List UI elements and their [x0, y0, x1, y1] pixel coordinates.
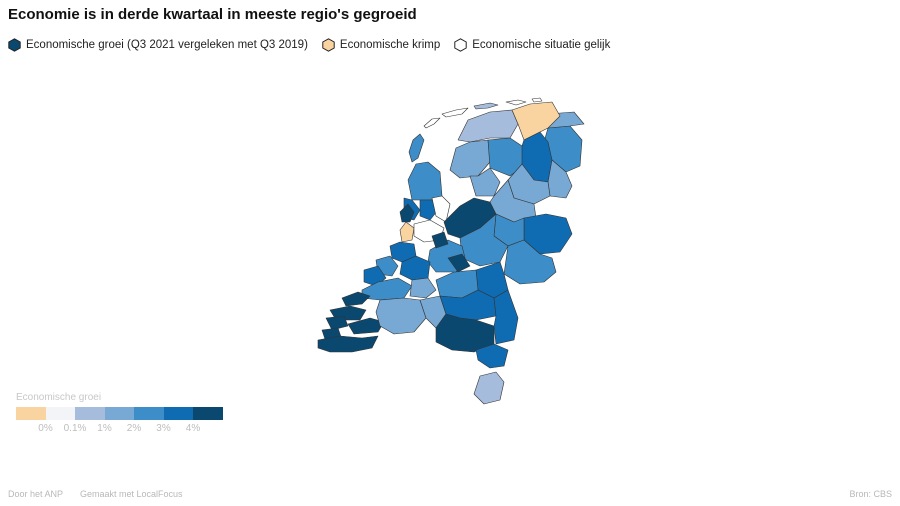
scale-bar	[16, 407, 223, 420]
scale-swatch-2	[134, 407, 164, 420]
region-noord-friesland[interactable]	[457, 109, 519, 143]
region-goeree[interactable]	[341, 291, 371, 307]
scale-swatch-0-1	[75, 407, 105, 420]
hexagon-icon	[322, 38, 335, 52]
region-noord-limburg[interactable]	[493, 289, 519, 345]
region-almere-area[interactable]	[431, 231, 449, 249]
hexagon-icon	[8, 38, 21, 52]
legend-item-shrink[interactable]: Economische krimp	[322, 38, 440, 52]
scale-title: Economische groei	[16, 392, 102, 403]
region-zuidoost-zuid-holland[interactable]	[409, 277, 437, 299]
scale-ticks: 0% 0.1% 1% 2% 3% 4%	[16, 423, 223, 437]
region-ijmond[interactable]	[399, 203, 415, 223]
legend-item-equal[interactable]: Economische situatie gelijk	[454, 38, 610, 52]
region-zeeuwsch-vlaanderen[interactable]	[317, 335, 379, 353]
region-het-gooi[interactable]	[431, 195, 451, 223]
region-achterhoek[interactable]	[503, 239, 557, 285]
scale-swatch-1	[104, 407, 134, 420]
scale-swatch-equal	[45, 407, 75, 420]
scale-tick: 0.1%	[63, 423, 87, 434]
footer-made-with-link[interactable]: Gemaakt met LocalFocus	[80, 489, 183, 499]
region-noordoostpolder[interactable]	[469, 167, 501, 197]
legend-label-equal: Economische situatie gelijk	[472, 39, 611, 51]
region-delfzijl[interactable]	[511, 101, 561, 141]
scale-tick: 2%	[126, 423, 142, 434]
legend-label-shrink: Economische krimp	[339, 39, 441, 51]
color-scale: Economische groei 0% 0.1% 1% 2% 3% 4%	[16, 392, 223, 437]
region-noord-beveland[interactable]	[325, 315, 349, 331]
region-agglomeratie-haarlem[interactable]	[399, 221, 415, 243]
region-ameland[interactable]	[473, 102, 499, 110]
footer-by: Door het ANP	[8, 489, 64, 499]
region-zuidoost-noord-brabant[interactable]	[435, 313, 495, 353]
region-terschelling[interactable]	[441, 107, 469, 118]
scale-tick: 3%	[156, 423, 171, 434]
region-amersfoort[interactable]	[447, 253, 471, 273]
scale-tick: 4%	[185, 423, 201, 434]
scale-swatch-3	[163, 407, 193, 420]
region-west-noord-brabant[interactable]	[375, 297, 427, 335]
region-vlieland[interactable]	[423, 117, 441, 129]
legend-item-growth[interactable]: Economische groei (Q3 2021 vergeleken me…	[8, 38, 308, 52]
scale-tick: 1%	[97, 423, 112, 434]
scale-swatch-4	[193, 407, 223, 420]
scale-swatch-shrink	[16, 407, 46, 420]
region-texel[interactable]	[408, 133, 425, 163]
region-kop-van-noord-holland[interactable]	[407, 161, 443, 201]
region-schiermonnikoog[interactable]	[505, 99, 527, 106]
legend: Economische groei (Q3 2021 vergeleken me…	[8, 38, 610, 52]
region-midden-limburg[interactable]	[475, 343, 509, 369]
legend-label-growth: Economische groei (Q3 2021 vergeleken me…	[26, 39, 308, 51]
chart-title: Economie is in derde kwartaal in meeste …	[8, 6, 417, 23]
scale-tick: 0%	[38, 423, 53, 434]
region-zuid-limburg[interactable]	[473, 371, 505, 405]
hexagon-icon	[454, 38, 467, 52]
region-zuid-beveland[interactable]	[347, 317, 385, 335]
footer-source: Bron: CBS	[849, 489, 892, 499]
region-rottumeroog[interactable]	[531, 97, 543, 103]
